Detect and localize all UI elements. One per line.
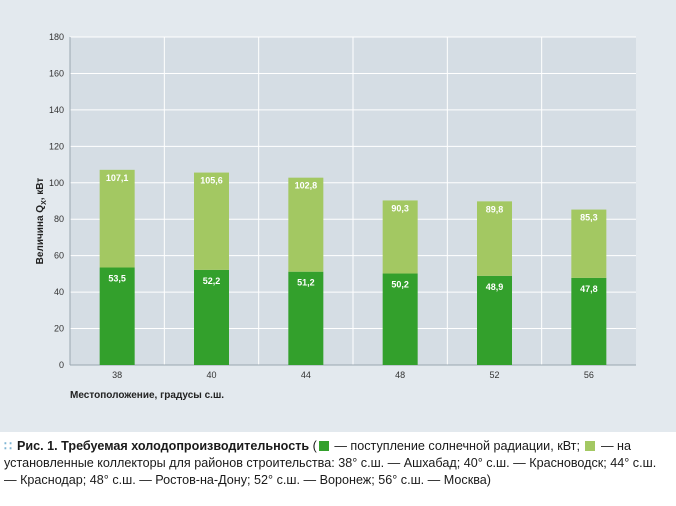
x-tick-label: 40 [206, 370, 216, 380]
bar-collectors [288, 177, 324, 272]
bar-solar-radiation [194, 269, 229, 365]
y-axis-title-unit: , кВт [35, 178, 46, 201]
caption-legend-2: — на установленные коллекторы для районо… [4, 439, 657, 487]
y-tick-label: 140 [49, 105, 64, 115]
caption-legend-1: — поступление солнечной радиации, кВт; [330, 439, 584, 453]
y-tick-label: 120 [49, 141, 64, 151]
y-tick-label: 180 [49, 32, 64, 42]
legend-swatch-light-green [585, 441, 596, 451]
x-tick-label: 48 [395, 370, 405, 380]
data-label: 52,2 [203, 276, 221, 286]
bar-solar-radiation [288, 271, 324, 365]
bar-collectors [571, 209, 607, 278]
chart-panel: 0 20 40 60 80 100 120 140 160 180 53,5 107,1 38 52,2 1… [0, 0, 676, 432]
legend-swatch-dark-green [318, 441, 329, 451]
data-label: 90,3 [391, 203, 409, 213]
y-axis-title-main: Величина Q [35, 205, 46, 265]
data-label: 47,8 [580, 284, 598, 294]
figure-caption: ∷ Рис. 1. Требуемая холодопроизводительно… [4, 438, 672, 489]
bar-collectors [477, 201, 512, 276]
y-tick-label: 20 [54, 324, 64, 334]
data-label: 102,8 [295, 181, 318, 191]
caption-open-paren: ( [309, 439, 317, 453]
x-axis-title: Местоположение, градусы с.ш. [70, 390, 224, 401]
bar-collectors [382, 200, 418, 274]
data-label: 53,5 [108, 274, 126, 284]
data-label: 51,2 [297, 278, 315, 288]
x-tick-label: 44 [301, 370, 311, 380]
data-label: 89,8 [486, 204, 504, 214]
data-label: 107,1 [106, 173, 129, 183]
dots-icon: ∷ [4, 439, 12, 453]
x-tick-label: 38 [112, 370, 122, 380]
y-tick-label: 80 [54, 214, 64, 224]
bar-solar-radiation [571, 277, 607, 365]
y-tick-label: 60 [54, 251, 64, 261]
caption-prefix: Рис. 1. [17, 439, 58, 453]
bar-collectors [194, 172, 229, 270]
bar-collectors [99, 169, 135, 268]
data-label: 85,3 [580, 213, 598, 223]
y-axis-title-subscript: Х [41, 200, 48, 205]
bar-solar-radiation [477, 275, 512, 365]
caption-title: Требуемая холодопроизводительность [61, 439, 310, 453]
stacked-bar-chart: 0 20 40 60 80 100 120 140 160 180 53,5 107,1 38 52,2 1… [35, 32, 636, 401]
bar-solar-radiation [382, 273, 418, 365]
data-label: 50,2 [391, 280, 409, 290]
data-label: 48,9 [486, 282, 504, 292]
bar-solar-radiation [99, 267, 135, 365]
y-tick-label: 40 [54, 287, 64, 297]
y-tick-label: 100 [49, 178, 64, 188]
y-tick-label: 0 [59, 360, 64, 370]
x-tick-label: 56 [584, 370, 594, 380]
y-tick-label: 160 [49, 68, 64, 78]
x-tick-label: 52 [489, 370, 499, 380]
y-axis-title: Величина QХ, кВт [35, 178, 48, 265]
data-label: 105,6 [200, 176, 223, 186]
